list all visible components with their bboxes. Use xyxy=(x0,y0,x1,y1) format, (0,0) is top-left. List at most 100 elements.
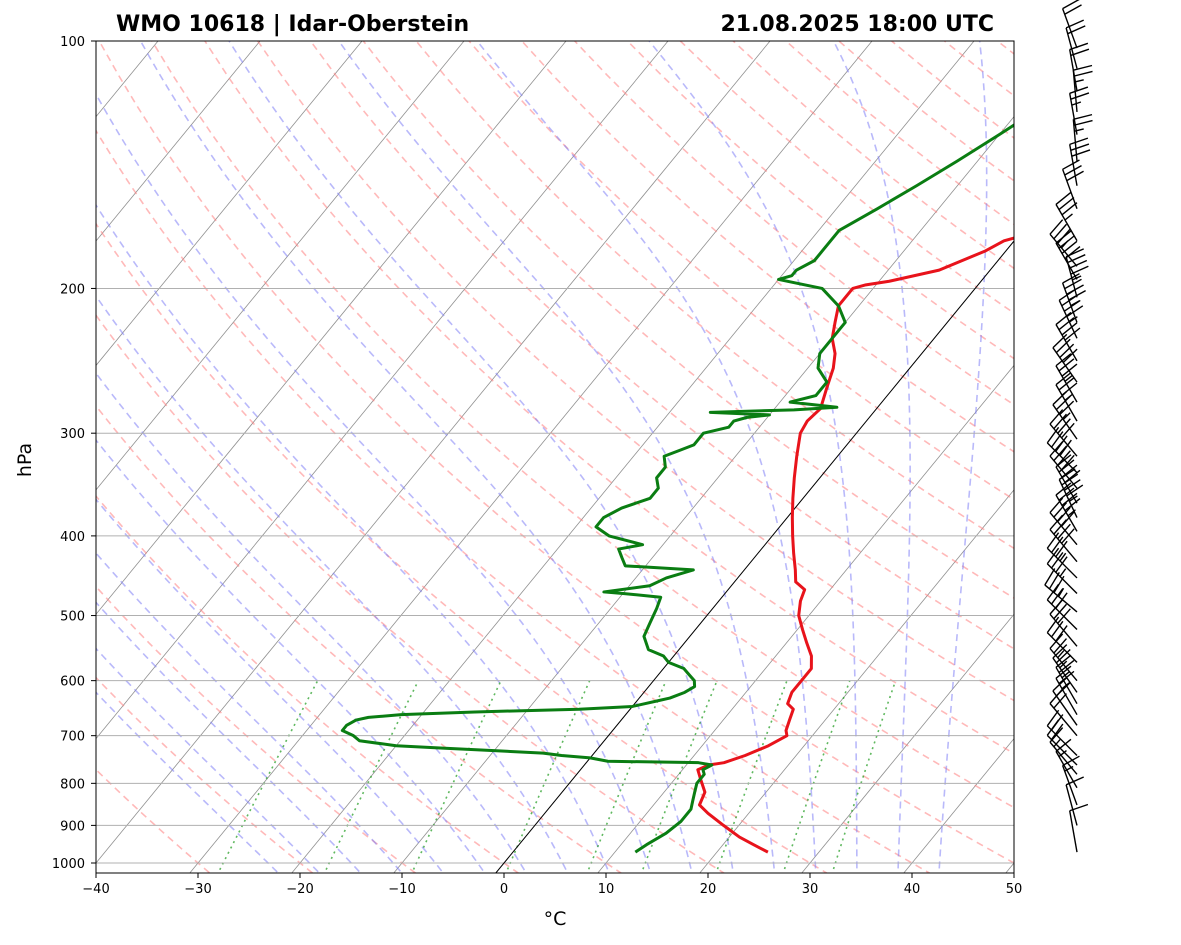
wind-barb-half-feather xyxy=(1053,739,1061,748)
dry-adiabat-line xyxy=(785,41,1014,226)
wind-barb-shaft xyxy=(1055,365,1078,403)
wind-barb-feather xyxy=(1062,348,1078,363)
wind-barb-feather xyxy=(1046,616,1060,634)
wind-barb-half-feather xyxy=(1058,587,1065,597)
wind-barb xyxy=(1044,568,1078,613)
dry-adiabat-line xyxy=(679,41,1014,315)
dry-adiabat-line xyxy=(468,41,1014,501)
dry-adiabat-lines xyxy=(96,41,1014,873)
wind-barb-half-feather xyxy=(1064,393,1073,401)
plot-area xyxy=(96,41,1014,873)
wind-barb-shaft xyxy=(1044,584,1078,613)
wind-barb xyxy=(1046,547,1078,594)
wind-barb-half-feather xyxy=(1059,568,1067,577)
mixing-ratio-line xyxy=(640,680,718,873)
wind-barb-feather xyxy=(1055,738,1072,752)
wind-barb-feather xyxy=(1055,311,1072,326)
wind-barb-shaft xyxy=(1069,93,1078,135)
wind-barb xyxy=(1052,677,1078,726)
wind-barb-feather xyxy=(1067,254,1086,264)
moist-adiabat-line xyxy=(96,647,321,873)
wind-barb-feather xyxy=(1055,540,1068,558)
wind-barb-shaft xyxy=(1058,299,1078,339)
wind-barb-shaft xyxy=(1069,810,1078,853)
wind-barb-feather xyxy=(1049,409,1064,425)
dry-adiabat-line xyxy=(204,41,1014,755)
wind-barb-half-feather xyxy=(1061,682,1070,690)
y-axis-label: hPa xyxy=(14,443,36,477)
wind-barb-feather xyxy=(1055,556,1068,573)
dry-adiabat-line xyxy=(96,129,932,873)
wind-barb-feather xyxy=(1062,159,1080,170)
wind-barb-shaft xyxy=(1049,529,1078,563)
wind-barb-feather xyxy=(1061,363,1078,377)
moist-adiabat-line xyxy=(96,551,403,873)
moist-adiabat-line xyxy=(96,203,611,873)
mixing-ratio-line xyxy=(831,680,897,873)
x-axis-label: °C xyxy=(544,908,567,930)
wind-barb-shaft xyxy=(1049,455,1078,489)
wind-barb-feather xyxy=(1069,42,1089,51)
wind-barb-shaft xyxy=(1055,204,1078,242)
moist-adiabat-line xyxy=(648,41,858,873)
wind-barb-feather xyxy=(1046,426,1060,444)
dry-adiabat-line xyxy=(98,41,1014,864)
wind-barb-feather xyxy=(1057,523,1071,540)
wind-barb-shaft xyxy=(1052,657,1078,693)
wind-barb-feather xyxy=(1064,165,1082,176)
wind-barb-half-feather xyxy=(1057,649,1065,659)
profile-lines xyxy=(340,123,1014,854)
wind-barb-half-feather xyxy=(1062,412,1071,420)
wind-barb-feather xyxy=(1073,119,1093,126)
wind-barb-feather xyxy=(1066,305,1084,318)
wind-barb-feather xyxy=(1046,709,1060,727)
moist-adiabat-line xyxy=(96,294,569,873)
wind-barb-shaft xyxy=(1046,442,1078,474)
temperature-profile-line xyxy=(696,236,1014,854)
wind-barb-feather xyxy=(1052,333,1068,349)
wind-barb-shaft xyxy=(1046,563,1078,594)
y-tick-label: 800 xyxy=(60,777,85,792)
isotherm-line xyxy=(903,737,1014,873)
chart-title-time: 21.08.2025 18:00 UTC xyxy=(720,12,994,37)
isotherm-line xyxy=(96,41,669,740)
y-tick-label: 1000 xyxy=(52,857,85,872)
x-tick-label: −10 xyxy=(388,882,415,897)
wind-barb-feather xyxy=(1059,343,1075,359)
wind-barb-feather xyxy=(1053,223,1068,240)
mixing-ratio-line xyxy=(715,680,788,873)
wind-barb-shaft xyxy=(1055,466,1078,504)
dry-adiabat-line xyxy=(996,41,1014,55)
x-tick-label: −40 xyxy=(82,882,109,897)
isotherm-line xyxy=(96,41,261,242)
x-tick-label: 20 xyxy=(700,882,717,897)
wind-barb-feather xyxy=(1064,327,1081,341)
wind-barb-shaft xyxy=(1052,347,1078,383)
moist-adiabat-line xyxy=(96,498,445,873)
moist-adiabat-line xyxy=(228,41,735,873)
y-tick-label: 700 xyxy=(60,730,85,745)
wind-barb xyxy=(1069,803,1089,853)
isotherm-line xyxy=(96,41,771,864)
wind-barb xyxy=(1061,0,1082,49)
wind-barb-feather xyxy=(1063,479,1081,491)
wind-barb-feather xyxy=(1057,450,1071,466)
wind-barb-feather xyxy=(1061,422,1075,439)
wind-barb xyxy=(1046,616,1078,663)
wind-barb-feather xyxy=(1068,259,1088,269)
isotherm-line xyxy=(96,41,567,615)
wind-barb-feather xyxy=(1055,353,1072,367)
y-tick-label: 600 xyxy=(60,675,85,690)
wind-barb-shaft xyxy=(1046,547,1078,579)
wind-barb-feather xyxy=(1057,228,1071,244)
wind-barb-feather xyxy=(1053,413,1068,430)
wind-barb-shaft xyxy=(1046,734,1078,766)
wind-barb-shaft xyxy=(1049,423,1078,457)
dry-adiabat-line xyxy=(626,41,1014,360)
wind-barb-feather xyxy=(1046,532,1060,549)
dry-adiabat-line xyxy=(891,41,1014,140)
wind-barb xyxy=(1049,219,1078,267)
wind-barb-feather xyxy=(1058,358,1075,372)
wind-barb-feather xyxy=(1049,497,1064,513)
